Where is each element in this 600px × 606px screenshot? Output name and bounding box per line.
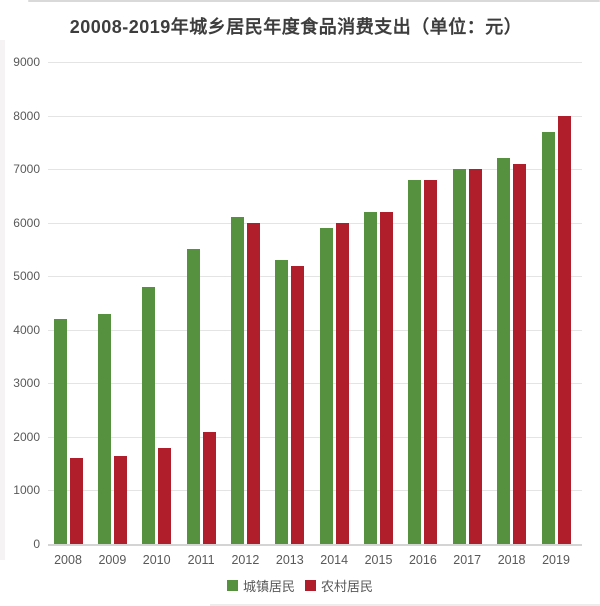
x-axis-line bbox=[48, 544, 582, 546]
y-tick-label-9000: 9000 bbox=[13, 55, 40, 69]
legend-label-rural: 农村居民 bbox=[321, 579, 374, 594]
bar-rural-2015 bbox=[380, 212, 393, 544]
x-tick-label-2018: 2018 bbox=[497, 553, 526, 567]
x-tick-label-2008: 2008 bbox=[54, 553, 82, 567]
bar-urban-2019 bbox=[541, 131, 555, 544]
y-tick-label-5000: 5000 bbox=[13, 269, 40, 284]
bar-rural-2012 bbox=[246, 222, 260, 544]
left-edge-shade bbox=[0, 40, 5, 560]
x-tick-label-2009: 2009 bbox=[98, 553, 127, 567]
x-tick-label-2011: 2011 bbox=[187, 553, 215, 567]
gridline-8000 bbox=[48, 115, 582, 117]
gridline-5000 bbox=[48, 276, 582, 278]
top-border-line bbox=[28, 0, 600, 2]
y-tick-label-7000: 7000 bbox=[13, 162, 40, 177]
x-tick-label-2019: 2019 bbox=[542, 553, 570, 567]
bar-urban-2016 bbox=[408, 179, 422, 544]
bar-urban-2018 bbox=[497, 158, 511, 544]
bar-urban-2017 bbox=[452, 169, 466, 544]
y-tick-label-2000: 2000 bbox=[13, 429, 40, 444]
bar-urban-2010 bbox=[142, 286, 156, 544]
bar-rural-2009 bbox=[113, 455, 127, 544]
gridline-6000 bbox=[48, 222, 582, 224]
gridline-1000 bbox=[48, 490, 582, 492]
x-tick-label-2012: 2012 bbox=[231, 553, 260, 567]
bar-urban-2009 bbox=[97, 313, 111, 544]
rural-series-swatch-icon bbox=[305, 580, 316, 591]
bar-urban-2008 bbox=[53, 319, 67, 544]
gridline-7000 bbox=[48, 169, 582, 171]
chart-title: 20008-2019年城乡居民年度食品消费支出（单位：元） bbox=[69, 17, 523, 37]
legend: 城镇居民 农村居民 bbox=[0, 576, 600, 595]
x-tick-label-2013: 2013 bbox=[275, 553, 304, 567]
bar-urban-2011 bbox=[186, 249, 200, 544]
bar-rural-2017 bbox=[468, 169, 482, 544]
bar-rural-2018 bbox=[513, 163, 527, 544]
legend-label-urban: 城镇居民 bbox=[242, 579, 295, 594]
urban-series-swatch-icon bbox=[226, 580, 238, 591]
x-tick-label-2017: 2017 bbox=[453, 553, 482, 567]
bar-rural-2010 bbox=[158, 447, 172, 544]
x-tick-label-2010: 2010 bbox=[142, 553, 171, 567]
gridline-9000 bbox=[48, 62, 582, 63]
bar-rural-2008 bbox=[69, 458, 83, 544]
legend-item-rural: 农村居民 bbox=[305, 576, 373, 595]
bar-rural-2019 bbox=[557, 115, 571, 544]
y-tick-label-4000: 4000 bbox=[13, 322, 40, 337]
y-tick-label-1000: 1000 bbox=[13, 483, 40, 498]
gridline-4000 bbox=[48, 329, 582, 331]
x-tick-label-2016: 2016 bbox=[408, 553, 437, 567]
gridline-3000 bbox=[48, 383, 582, 385]
x-tick-label-2015: 2015 bbox=[364, 553, 393, 567]
bar-rural-2011 bbox=[202, 431, 216, 544]
y-tick-label-0: 0 bbox=[33, 537, 40, 551]
gridline-2000 bbox=[48, 436, 582, 438]
y-tick-label-8000: 8000 bbox=[13, 108, 40, 123]
bar-urban-2015 bbox=[364, 212, 377, 544]
bar-rural-2014 bbox=[335, 222, 349, 544]
legend-item-urban: 城镇居民 bbox=[226, 576, 295, 595]
bar-urban-2013 bbox=[275, 260, 289, 544]
bar-urban-2014 bbox=[319, 228, 333, 544]
bar-urban-2012 bbox=[230, 217, 244, 544]
x-tick-label-2014: 2014 bbox=[320, 553, 349, 567]
y-tick-label-6000: 6000 bbox=[13, 215, 40, 230]
y-tick-label-3000: 3000 bbox=[13, 376, 40, 391]
bar-rural-2016 bbox=[424, 179, 438, 544]
bottom-border-line bbox=[210, 604, 600, 606]
bar-rural-2013 bbox=[291, 265, 305, 544]
